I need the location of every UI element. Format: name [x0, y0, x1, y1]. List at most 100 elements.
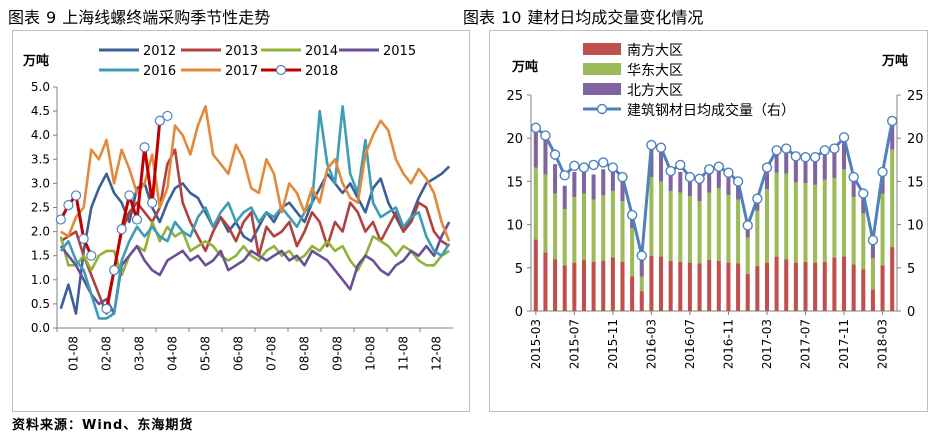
bar-华东大区 — [736, 199, 741, 264]
series-marker-2018 — [131, 214, 143, 225]
y-axis-unit-label: 万吨 — [22, 53, 49, 69]
y-tick-label: 2.0 — [31, 225, 50, 239]
series-marker-total — [559, 170, 570, 181]
bar-北方大区 — [697, 178, 702, 202]
right-title-number: 10 — [501, 8, 522, 27]
series-marker-total — [703, 164, 715, 175]
x-tick-label: 2015-11 — [606, 319, 620, 369]
right-chart-panel: 0 0 5 5 10 10 15 15 20 20 25 25 万吨 万吨 2015-03 2015-07 20… — [489, 30, 928, 412]
x-tick-label: 07-08 — [265, 336, 279, 371]
bar-南方大区 — [610, 257, 615, 311]
bar-北方大区 — [630, 216, 635, 229]
x-tick-label: 2016-11 — [721, 319, 735, 369]
series-marker-total — [761, 162, 773, 173]
series-marker-total — [549, 149, 561, 160]
bar-北方大区 — [736, 177, 741, 200]
right-title-text: 建材日均成交量变化情况 — [527, 8, 704, 27]
legend-label-2014: 2014 — [305, 44, 338, 59]
legend-label-2015: 2015 — [383, 44, 416, 59]
bar-北方大区 — [716, 164, 721, 189]
series-marker-total — [617, 171, 628, 183]
series-line-2014 — [59, 220, 450, 277]
x-tick-label: 2016-07 — [683, 319, 697, 369]
bar-北方大区 — [601, 169, 606, 196]
bar-北方大区 — [581, 167, 586, 194]
x-tick-label: 02-08 — [100, 336, 114, 371]
series-marker-2018 — [78, 233, 89, 244]
bar-南方大区 — [822, 261, 827, 311]
bar-华东大区 — [764, 189, 769, 263]
series-marker-total — [867, 234, 879, 246]
bar-华东大区 — [687, 196, 692, 263]
bar-华东大区 — [813, 184, 818, 263]
y-right-tick-label: 15 — [907, 175, 924, 190]
legend-label-南方大区: 南方大区 — [627, 43, 683, 59]
y-left-tick-label: 5 — [515, 262, 523, 277]
bar-华东大区 — [678, 192, 683, 262]
bar-北方大区 — [707, 171, 712, 193]
bar-华东大区 — [543, 174, 548, 253]
bar-北方大区 — [726, 169, 731, 196]
bar-北方大区 — [793, 155, 798, 183]
left-title-text: 上海线螺终端采购季节性走势 — [62, 8, 271, 27]
series-marker-2018 — [162, 110, 173, 122]
legend-label-华东大区: 华东大区 — [627, 63, 683, 79]
series-marker-total — [771, 145, 782, 156]
bar-华东大区 — [581, 193, 586, 261]
bar-华东大区 — [880, 193, 885, 266]
series-marker-2018 — [154, 115, 165, 126]
series-marker-total — [569, 160, 580, 172]
series-line-2017 — [60, 105, 451, 242]
series-line-2013 — [60, 148, 450, 315]
series-marker-total — [723, 167, 734, 178]
bar-华东大区 — [601, 195, 606, 261]
y-tick-label: 2.5 — [31, 201, 50, 215]
x-tick-label: 2017-07 — [799, 319, 813, 369]
series-line-2015 — [59, 221, 451, 315]
bar-南方大区 — [678, 261, 683, 311]
bar-北方大区 — [533, 132, 538, 168]
legend-swatch-北方大区 — [583, 83, 621, 95]
y-left-tick-label: 0 — [515, 305, 523, 320]
bar-华东大区 — [591, 199, 596, 262]
bar-北方大区 — [803, 158, 808, 184]
series-marker-total — [752, 193, 763, 204]
bar-北方大区 — [822, 152, 827, 180]
bar-北方大区 — [861, 196, 866, 214]
series-marker-2018 — [109, 265, 120, 276]
x-tick-label: 2017-03 — [760, 319, 774, 369]
bar-北方大区 — [572, 171, 577, 197]
bar-华东大区 — [851, 196, 856, 265]
bar-南方大区 — [543, 252, 548, 311]
bar-南方大区 — [784, 259, 789, 311]
x-tick-label: 10-08 — [364, 336, 378, 371]
series-marker-total — [607, 162, 619, 173]
series-marker-total — [694, 173, 705, 185]
bar-南方大区 — [572, 262, 577, 311]
bar-华东大区 — [784, 173, 789, 260]
x-tick-label: 2015-03 — [529, 319, 543, 369]
bar-北方大区 — [591, 174, 596, 200]
bar-南方大区 — [639, 291, 644, 311]
bar-北方大区 — [842, 140, 847, 170]
bar-北方大区 — [678, 171, 683, 193]
left-figure-title: 图表 9 上海线螺终端采购季节性走势 — [8, 4, 276, 28]
bar-南方大区 — [832, 257, 837, 311]
series-marker-total — [781, 143, 792, 154]
series-marker-total — [742, 220, 753, 231]
bar-南方大区 — [668, 260, 673, 311]
series-marker-2018 — [124, 190, 135, 201]
series-marker-total — [732, 176, 744, 187]
series-marker-total — [540, 130, 551, 141]
bar-华东大区 — [745, 237, 750, 274]
bar-华东大区 — [774, 172, 779, 257]
bar-南方大区 — [533, 239, 538, 311]
x-tick-label: 11-08 — [397, 336, 411, 371]
series-marker-total — [665, 165, 676, 177]
bar-华东大区 — [572, 196, 577, 263]
bar-南方大区 — [581, 260, 586, 311]
bar-华东大区 — [890, 149, 895, 248]
bar-华东大区 — [793, 182, 798, 263]
bar-南方大区 — [870, 289, 875, 311]
bar-南方大区 — [842, 256, 847, 311]
